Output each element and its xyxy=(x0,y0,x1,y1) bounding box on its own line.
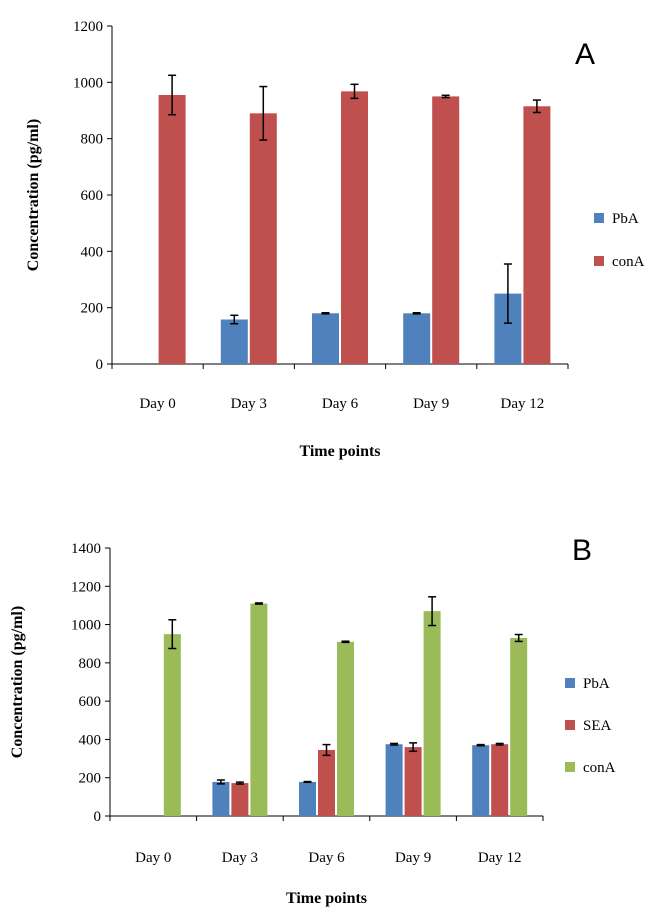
legend-swatch-SEA xyxy=(565,720,575,730)
legend-swatch-PbA xyxy=(565,678,575,688)
x-tick-label: Day 6 xyxy=(308,850,345,866)
x-tick-label: Day 9 xyxy=(413,396,449,412)
x-tick-label: Day 12 xyxy=(478,850,522,866)
bar-conA-1 xyxy=(250,603,268,816)
y-tick-label: 1200 xyxy=(71,579,101,595)
bar-SEA-2 xyxy=(318,749,335,816)
bar-conA-4 xyxy=(510,637,528,816)
bar-conA-4 xyxy=(523,106,551,365)
y-tick-label: 800 xyxy=(81,132,104,148)
chart-panel-A: 0 200 400 600 800 1000 1200 Day 0 Day 3 Day 6 Day … xyxy=(25,19,645,460)
panel-label: B xyxy=(572,534,592,567)
legend-swatch-PbA xyxy=(594,213,604,223)
y-tick-label: 600 xyxy=(81,188,104,204)
x-tick-label: Day 9 xyxy=(395,850,431,866)
bar-PbA-2 xyxy=(299,781,316,816)
panel-label: A xyxy=(575,38,595,71)
legend-label-conA: conA xyxy=(583,760,616,776)
bar-conA-3 xyxy=(432,96,460,365)
x-tick-label: Day 6 xyxy=(322,396,359,412)
x-tick-label: Day 0 xyxy=(139,396,175,412)
legend-swatch-conA xyxy=(594,256,604,266)
x-axis-title: Time points xyxy=(286,890,367,907)
bar-conA-0 xyxy=(163,634,181,816)
y-tick-label: 800 xyxy=(79,656,102,672)
chart-panel-B: 0 200 400 600 800 1000 1200 1400 Day 0 Day 3 Day 6… xyxy=(9,534,616,907)
legend-label-SEA: SEA xyxy=(583,718,612,734)
y-tick-label: 400 xyxy=(81,244,104,260)
y-axis-title: Concentration (pg/ml) xyxy=(9,606,26,758)
y-tick-label: 400 xyxy=(79,732,102,748)
y-tick-label: 1000 xyxy=(73,75,103,91)
y-tick-label: 0 xyxy=(94,809,102,825)
y-tick-label: 0 xyxy=(96,357,104,373)
bar-conA-1 xyxy=(249,113,277,364)
bar-PbA-1 xyxy=(212,781,230,816)
legend-swatch-conA xyxy=(565,762,575,772)
legend-label-conA: conA xyxy=(612,254,645,270)
y-tick-label: 200 xyxy=(81,301,104,317)
bar-conA-2 xyxy=(337,641,354,816)
y-tick-label: 1400 xyxy=(71,541,101,557)
bar-conA-2 xyxy=(341,91,368,364)
bar-PbA-3 xyxy=(403,313,431,364)
bar-SEA-3 xyxy=(404,747,422,816)
legend-label-PbA: PbA xyxy=(583,676,610,692)
legend-label-PbA: PbA xyxy=(612,211,639,227)
bar-PbA-1 xyxy=(220,319,248,364)
y-tick-label: 600 xyxy=(79,694,102,710)
y-axis-title: Concentration (pg/ml) xyxy=(25,119,42,271)
x-tick-label: Day 3 xyxy=(222,850,258,866)
x-tick-label: Day 0 xyxy=(135,850,171,866)
bar-SEA-1 xyxy=(231,783,249,816)
x-tick-label: Day 12 xyxy=(501,396,545,412)
x-tick-label: Day 3 xyxy=(231,396,267,412)
bar-PbA-4 xyxy=(472,745,490,816)
bar-conA-0 xyxy=(158,95,186,364)
y-tick-label: 1200 xyxy=(73,19,103,35)
bar-PbA-2 xyxy=(312,313,339,364)
y-tick-label: 200 xyxy=(79,771,102,787)
bar-SEA-4 xyxy=(491,744,509,816)
bar-conA-3 xyxy=(423,611,441,816)
x-axis-title: Time points xyxy=(299,443,380,460)
y-tick-label: 1000 xyxy=(71,618,101,634)
bar-PbA-3 xyxy=(385,744,403,816)
